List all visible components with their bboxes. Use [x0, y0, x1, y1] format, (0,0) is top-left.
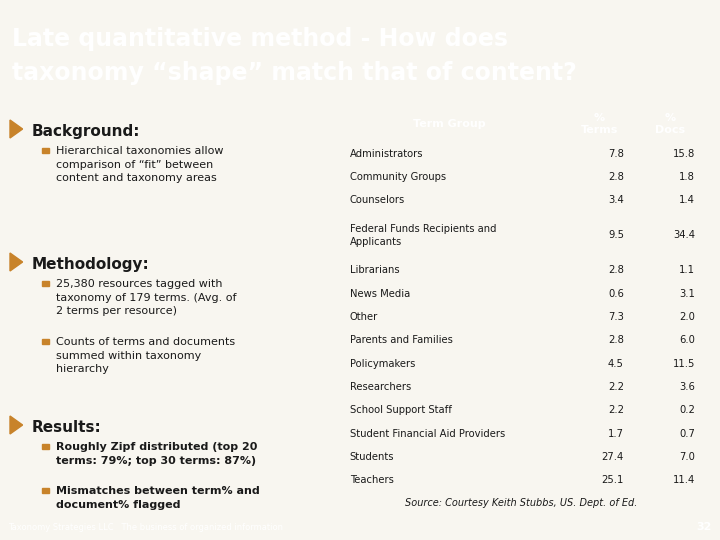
Text: School Support Staff: School Support Staff	[350, 406, 451, 415]
Text: Roughly Zipf distributed (top 20
terms: 79%; top 30 terms: 87%): Roughly Zipf distributed (top 20 terms: …	[56, 442, 257, 465]
Text: 11.5: 11.5	[672, 359, 695, 369]
Bar	[42, 339, 49, 343]
Text: 7.0: 7.0	[679, 452, 695, 462]
Text: 2.8: 2.8	[608, 172, 624, 182]
Text: 0.2: 0.2	[679, 406, 695, 415]
Polygon shape	[10, 120, 22, 138]
Text: Results:: Results:	[32, 420, 102, 435]
Text: Librarians: Librarians	[350, 265, 400, 275]
Text: Students: Students	[350, 452, 394, 462]
Bar	[42, 280, 49, 286]
Bar	[42, 147, 49, 152]
Text: Other: Other	[350, 312, 378, 322]
Text: 3.1: 3.1	[679, 289, 695, 299]
Text: Methodology:: Methodology:	[32, 257, 150, 272]
Text: %
Docs: % Docs	[655, 113, 685, 135]
Polygon shape	[10, 416, 22, 434]
Text: Community Groups: Community Groups	[350, 172, 446, 182]
Text: %
Terms: % Terms	[580, 113, 618, 135]
Text: Researchers: Researchers	[350, 382, 411, 392]
Text: Mismatches between term% and
document% flagged: Mismatches between term% and document% f…	[56, 486, 260, 510]
Text: 2.2: 2.2	[608, 382, 624, 392]
Text: 7.8: 7.8	[608, 148, 624, 159]
Text: 2.8: 2.8	[608, 265, 624, 275]
Text: 4.5: 4.5	[608, 359, 624, 369]
Text: 6.0: 6.0	[679, 335, 695, 346]
Text: Source: Courtesy Keith Stubbs, US. Dept. of Ed.: Source: Courtesy Keith Stubbs, US. Dept.…	[405, 498, 637, 508]
Polygon shape	[10, 253, 22, 271]
Text: Hierarchical taxonomies allow
comparison of “fit” between
content and taxonomy a: Hierarchical taxonomies allow comparison…	[56, 146, 223, 183]
Text: 2.8: 2.8	[608, 335, 624, 346]
Text: Counts of terms and documents
summed within taxonomy
hierarchy: Counts of terms and documents summed wit…	[56, 337, 235, 374]
Text: Background:: Background:	[32, 124, 140, 139]
Text: 15.8: 15.8	[672, 148, 695, 159]
Text: 2.0: 2.0	[679, 312, 695, 322]
Text: News Media: News Media	[350, 289, 410, 299]
Text: 9.5: 9.5	[608, 231, 624, 240]
Text: Late quantitative method - How does: Late quantitative method - How does	[12, 27, 508, 51]
Text: 1.4: 1.4	[679, 195, 695, 205]
Bar	[42, 488, 49, 492]
Text: 2.2: 2.2	[608, 406, 624, 415]
Text: Taxonomy Strategies LLC   The business of organized information: Taxonomy Strategies LLC The business of …	[8, 523, 283, 531]
Text: 7.3: 7.3	[608, 312, 624, 322]
Text: 3.6: 3.6	[679, 382, 695, 392]
Text: Parents and Families: Parents and Families	[350, 335, 453, 346]
Text: Policymakers: Policymakers	[350, 359, 415, 369]
Text: 0.7: 0.7	[679, 429, 695, 438]
Text: Counselors: Counselors	[350, 195, 405, 205]
Text: 3.4: 3.4	[608, 195, 624, 205]
Text: Term Group: Term Group	[413, 119, 486, 129]
Text: Student Financial Aid Providers: Student Financial Aid Providers	[350, 429, 505, 438]
Text: 1.8: 1.8	[679, 172, 695, 182]
Text: 1.7: 1.7	[608, 429, 624, 438]
Text: 32: 32	[697, 522, 712, 532]
Text: Administrators: Administrators	[350, 148, 423, 159]
Text: 25.1: 25.1	[601, 475, 624, 485]
Text: Federal Funds Recipients and
Applicants: Federal Funds Recipients and Applicants	[350, 224, 496, 247]
Text: 1.1: 1.1	[679, 265, 695, 275]
Text: 25,380 resources tagged with
taxonomy of 179 terms. (Avg. of
2 terms per resourc: 25,380 resources tagged with taxonomy of…	[56, 279, 236, 316]
Bar	[42, 443, 49, 449]
Text: 0.6: 0.6	[608, 289, 624, 299]
Text: Teachers: Teachers	[350, 475, 394, 485]
Text: 11.4: 11.4	[672, 475, 695, 485]
Text: 34.4: 34.4	[673, 231, 695, 240]
Text: 27.4: 27.4	[602, 452, 624, 462]
Text: taxonomy “shape” match that of content?: taxonomy “shape” match that of content?	[12, 61, 577, 85]
